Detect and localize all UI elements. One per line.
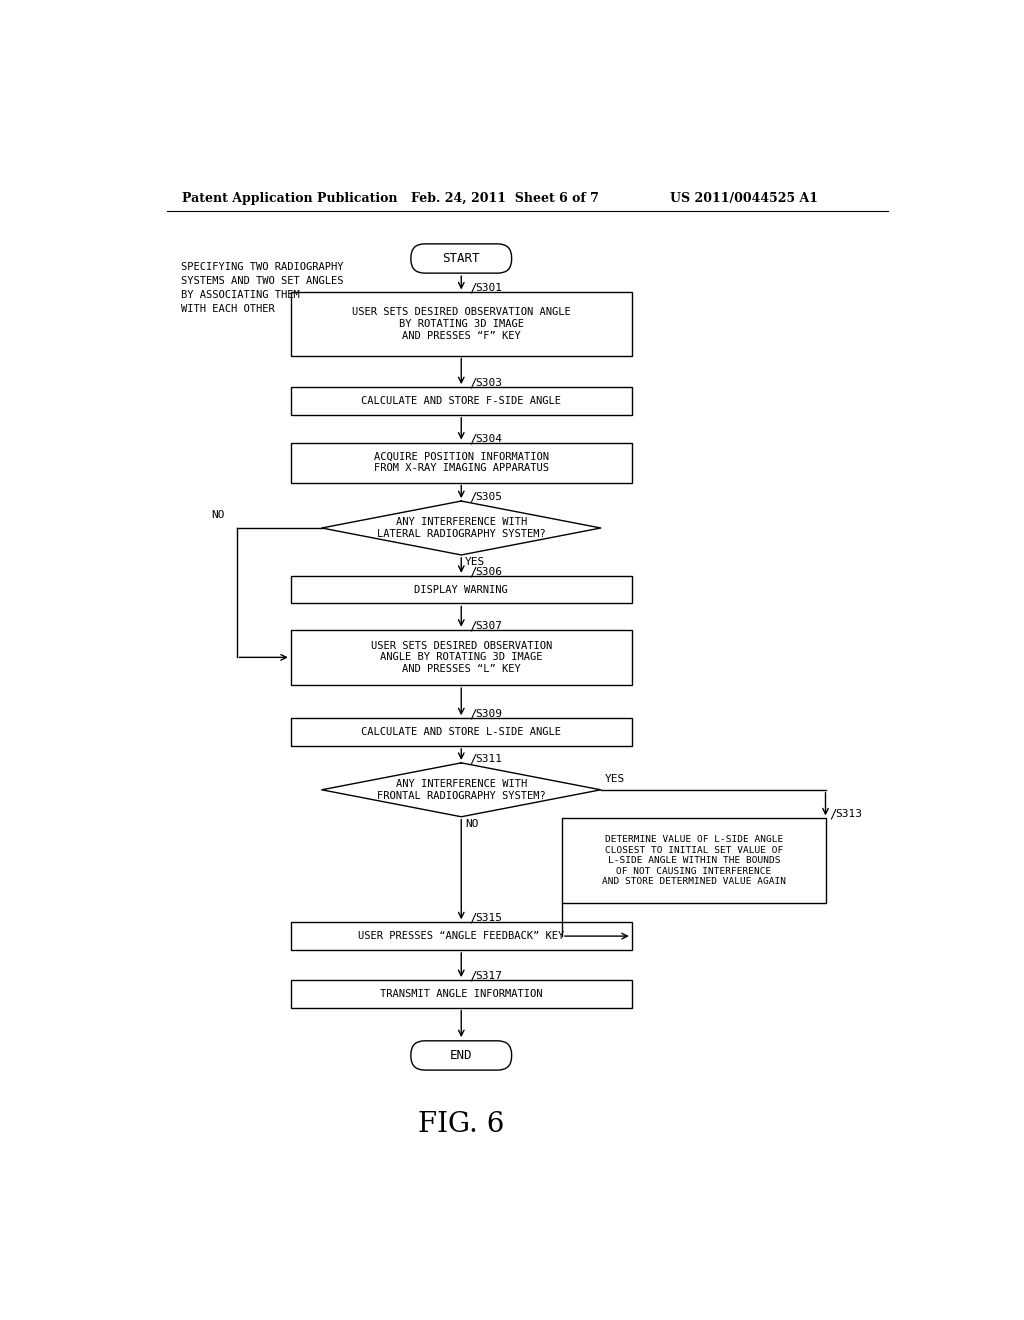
FancyBboxPatch shape [411, 1040, 512, 1071]
Text: /: / [469, 970, 476, 982]
Text: Feb. 24, 2011  Sheet 6 of 7: Feb. 24, 2011 Sheet 6 of 7 [411, 191, 599, 205]
Text: S303: S303 [475, 379, 502, 388]
Text: DETERMINE VALUE OF L-SIDE ANGLE
CLOSEST TO INITIAL SET VALUE OF
L-SIDE ANGLE WIT: DETERMINE VALUE OF L-SIDE ANGLE CLOSEST … [602, 836, 785, 886]
FancyBboxPatch shape [291, 576, 632, 603]
Text: S306: S306 [475, 566, 502, 577]
FancyBboxPatch shape [291, 718, 632, 746]
Text: /: / [469, 491, 476, 504]
Text: USER SETS DESIRED OBSERVATION
ANGLE BY ROTATING 3D IMAGE
AND PRESSES “L” KEY: USER SETS DESIRED OBSERVATION ANGLE BY R… [371, 640, 552, 675]
Text: NO: NO [211, 511, 225, 520]
Text: Patent Application Publication: Patent Application Publication [182, 191, 397, 205]
FancyBboxPatch shape [291, 293, 632, 355]
FancyBboxPatch shape [562, 818, 825, 903]
Text: /: / [469, 281, 476, 294]
Text: USER SETS DESIRED OBSERVATION ANGLE
BY ROTATING 3D IMAGE
AND PRESSES “F” KEY: USER SETS DESIRED OBSERVATION ANGLE BY R… [352, 308, 570, 341]
FancyBboxPatch shape [291, 630, 632, 685]
Text: /: / [469, 565, 476, 578]
Text: ANY INTERFERENCE WITH
LATERAL RADIOGRAPHY SYSTEM?: ANY INTERFERENCE WITH LATERAL RADIOGRAPH… [377, 517, 546, 539]
Text: /: / [469, 432, 476, 445]
Text: /: / [469, 752, 476, 766]
FancyBboxPatch shape [291, 387, 632, 414]
FancyBboxPatch shape [411, 244, 512, 273]
Text: ANY INTERFERENCE WITH
FRONTAL RADIOGRAPHY SYSTEM?: ANY INTERFERENCE WITH FRONTAL RADIOGRAPH… [377, 779, 546, 801]
Text: S305: S305 [475, 492, 502, 502]
Text: CALCULATE AND STORE F-SIDE ANGLE: CALCULATE AND STORE F-SIDE ANGLE [361, 396, 561, 407]
Text: USER PRESSES “ANGLE FEEDBACK” KEY: USER PRESSES “ANGLE FEEDBACK” KEY [358, 931, 564, 941]
Text: NO: NO [465, 818, 478, 829]
Text: S311: S311 [475, 754, 502, 764]
FancyBboxPatch shape [291, 979, 632, 1007]
Text: /: / [469, 708, 476, 721]
Text: TRANSMIT ANGLE INFORMATION: TRANSMIT ANGLE INFORMATION [380, 989, 543, 999]
Text: END: END [450, 1049, 472, 1063]
Text: /: / [469, 376, 476, 389]
Text: DISPLAY WARNING: DISPLAY WARNING [415, 585, 508, 594]
FancyBboxPatch shape [291, 923, 632, 950]
Text: S307: S307 [475, 620, 502, 631]
Text: CALCULATE AND STORE L-SIDE ANGLE: CALCULATE AND STORE L-SIDE ANGLE [361, 727, 561, 737]
Text: YES: YES [465, 557, 485, 568]
Text: /: / [469, 619, 476, 632]
Text: S309: S309 [475, 709, 502, 719]
Text: US 2011/0044525 A1: US 2011/0044525 A1 [671, 191, 818, 205]
Text: YES: YES [604, 774, 625, 784]
FancyBboxPatch shape [291, 442, 632, 483]
Text: S301: S301 [475, 282, 502, 293]
Text: SPECIFYING TWO RADIOGRAPHY
SYSTEMS AND TWO SET ANGLES
BY ASSOCIATING THEM
WITH E: SPECIFYING TWO RADIOGRAPHY SYSTEMS AND T… [180, 263, 343, 314]
Text: S313: S313 [836, 809, 862, 820]
Text: /: / [829, 808, 837, 821]
Text: S317: S317 [475, 972, 502, 981]
Text: /: / [469, 912, 476, 925]
Text: S304: S304 [475, 434, 502, 444]
Text: FIG. 6: FIG. 6 [418, 1111, 505, 1138]
Text: START: START [442, 252, 480, 265]
Text: S315: S315 [475, 913, 502, 924]
Text: ACQUIRE POSITION INFORMATION
FROM X-RAY IMAGING APPARATUS: ACQUIRE POSITION INFORMATION FROM X-RAY … [374, 451, 549, 474]
